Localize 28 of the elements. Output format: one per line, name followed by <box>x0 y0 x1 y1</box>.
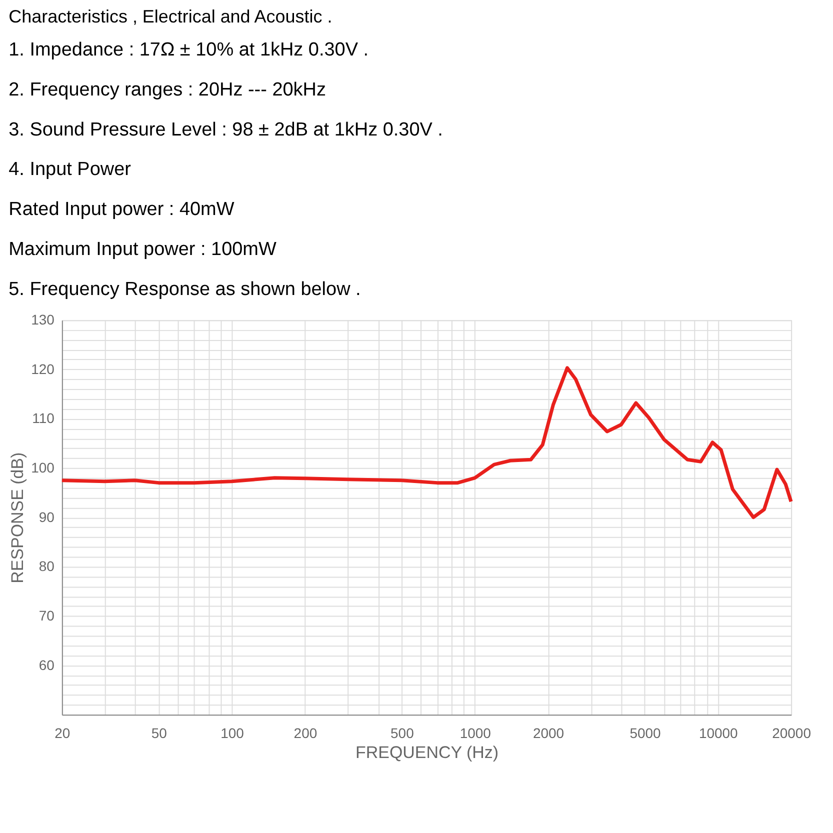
text: 4. Input Power <box>8 159 131 180</box>
x-tick-label: 50 <box>151 725 168 742</box>
x-tick-label: 200 <box>294 725 318 742</box>
y-tick-label: 130 <box>31 312 55 328</box>
x-tick-label: 2000 <box>532 725 564 742</box>
text: 3. Sound Pressure Level : 98 ± 2dB at 1kHz 0.30V . <box>8 119 443 140</box>
x-axis-title: FREQUENCY (Hz) <box>355 743 498 762</box>
y-tick-label: 90 <box>38 508 55 525</box>
text: 1. Impedance : 17Ω ± 10% at 1kHz 0.30V . <box>8 39 369 60</box>
y-tick-label: 110 <box>32 410 55 426</box>
y-axis-title: RESPONSE (dB) <box>8 452 28 584</box>
text: 5. Frequency Response as shown below . <box>8 279 361 300</box>
chart-title: Characteristics , Electrical and Acoustic . <box>8 6 332 26</box>
y-tick-label: 100 <box>31 460 55 476</box>
x-tick-label: 20 <box>54 725 70 742</box>
y-tick-label: 60 <box>38 656 55 673</box>
x-tick-label: 10000 <box>698 725 738 742</box>
x-tick-label: 100 <box>220 725 244 742</box>
x-tick-label: 1000 <box>460 725 492 742</box>
y-tick-label: 120 <box>31 360 55 377</box>
y-tick-label: 80 <box>38 558 55 574</box>
x-tick-label: 20000 <box>772 725 812 742</box>
text: 2. Frequency ranges : 20Hz --- 20kHz <box>8 79 326 100</box>
y-tick-label: 70 <box>38 607 55 624</box>
text: Maximum Input power : 100mW <box>8 239 276 260</box>
x-tick-label: 5000 <box>630 725 661 742</box>
x-tick-label: 500 <box>390 725 414 742</box>
text: Rated Input power : 40mW <box>8 199 234 220</box>
